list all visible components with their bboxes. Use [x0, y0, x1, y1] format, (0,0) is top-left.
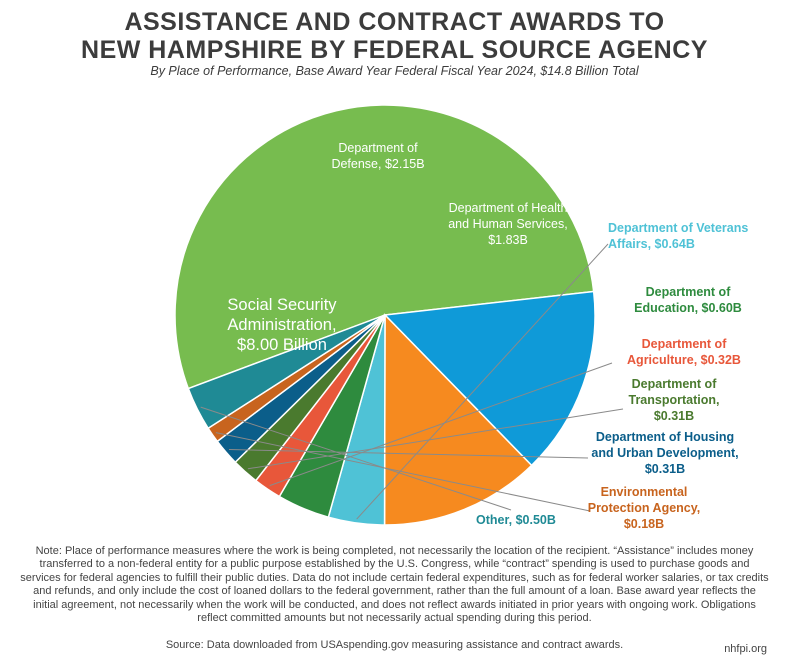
slice-label-defense-line-2: Defense, $2.15B — [331, 157, 424, 171]
slice-label-transportation: Department of Transportation, $0.31B — [629, 377, 720, 423]
slice-label-other: Other, $0.50B — [476, 513, 556, 527]
slice-label-education-line-1: Department of — [646, 285, 732, 299]
chart-title-line-1: ASSISTANCE AND CONTRACT AWARDS TO — [124, 8, 665, 36]
slice-label-hhs-line-3: $1.83B — [488, 233, 528, 247]
slice-label-epa-line-1: Environmental — [601, 485, 688, 499]
slice-label-other-line-1: Other, $0.50B — [476, 513, 556, 527]
pie-slice-hhs — [383, 313, 533, 526]
pie-chart: Social Security Administration, $8.00 Bill… — [174, 104, 748, 531]
slice-label-agriculture-line-1: Department of — [642, 337, 728, 351]
footnote: Note: Place of performance measures wher… — [20, 545, 769, 625]
slice-label-hhs-line-2: and Human Services, — [448, 217, 568, 231]
slice-label-agriculture-line-2: Agriculture, $0.32B — [627, 353, 741, 367]
slice-label-va-line-1: Department of Veterans — [608, 221, 748, 235]
slice-label-va-line-2: Affairs, $0.64B — [608, 237, 695, 251]
source-note: Source: Data downloaded from USAspending… — [165, 639, 624, 651]
slice-label-ssa-line-1: Social Security — [227, 296, 337, 314]
slice-label-ssa-line-3: $8.00 Billion — [237, 336, 327, 354]
leader-line-hud — [228, 449, 589, 459]
slice-label-agriculture: Department of Agriculture, $0.32B — [627, 337, 741, 367]
leader-line-transportation — [247, 408, 624, 470]
leader-line-epa — [215, 432, 591, 512]
slice-label-ssa: Social Security Administration, $8.00 Bill… — [227, 296, 337, 354]
slice-label-hud-line-1: Department of Housing — [596, 430, 734, 444]
slice-label-education: Department of Education, $0.60B — [634, 285, 742, 315]
slice-label-hhs-line-1: Department of Health — [449, 201, 568, 215]
slice-label-hhs: Department of Health and Human Services, $… — [448, 201, 568, 247]
slice-label-transportation-line-1: Department of — [632, 377, 718, 391]
leader-line-other — [200, 406, 512, 511]
slice-label-hud: Department of Housing and Urban Developme… — [591, 430, 738, 476]
slice-label-defense: Department of Defense, $2.15B — [331, 141, 424, 171]
slice-label-epa: Environmental Protection Agency, $0.18B — [588, 485, 701, 531]
site-credit: nhfpi.org — [724, 643, 767, 655]
pie-slice-ssa — [174, 104, 595, 390]
pie-slice-other — [187, 314, 386, 430]
slice-label-transportation-line-2: Transportation, — [629, 393, 720, 407]
slice-label-hud-line-3: $0.31B — [645, 462, 685, 476]
slice-label-ssa-line-2: Administration, — [227, 316, 336, 334]
slice-label-epa-line-2: Protection Agency, — [588, 501, 701, 515]
leader-line-va — [356, 243, 609, 520]
slice-label-transportation-line-3: $0.31B — [654, 409, 694, 423]
slice-label-defense-line-1: Department of — [338, 141, 418, 155]
slice-label-va: Department of Veterans Affairs, $0.64B — [608, 221, 748, 251]
slice-label-hud-line-2: and Urban Development, — [591, 446, 738, 460]
chart-subtitle: By Place of Performance, Base Award Year… — [150, 64, 639, 78]
slice-label-education-line-2: Education, $0.60B — [634, 301, 742, 315]
chart-title-line-2: NEW HAMPSHIRE BY FEDERAL SOURCE AGENCY — [81, 36, 708, 64]
slice-label-epa-line-3: $0.18B — [624, 517, 664, 531]
leader-line-agriculture — [269, 362, 613, 487]
